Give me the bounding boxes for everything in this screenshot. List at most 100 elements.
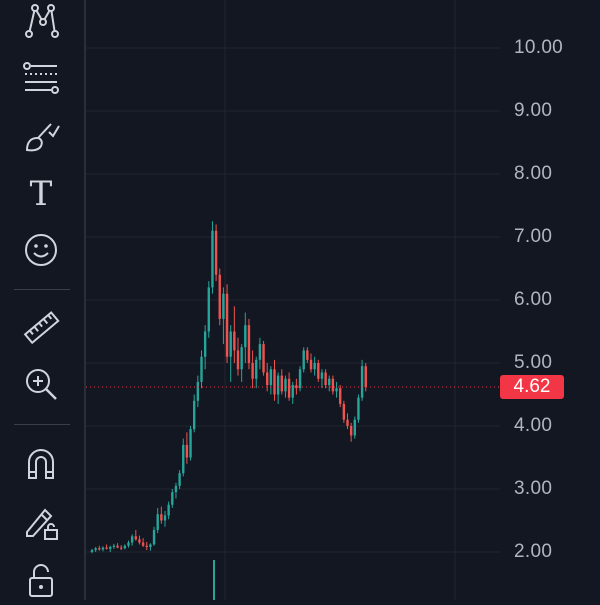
last-price-label: 4.62 xyxy=(500,374,564,399)
candle-body xyxy=(233,331,236,351)
candle xyxy=(214,224,218,282)
candle-body xyxy=(185,444,189,458)
candle xyxy=(167,501,170,520)
chart-pane[interactable] xyxy=(86,0,500,600)
price-axis[interactable]: 10.00 9.00 8.00 7.00 6.00 5.00 4.00 3.00 2.00 xyxy=(500,0,600,600)
candle xyxy=(357,394,360,423)
toolbar-separator xyxy=(14,424,70,425)
price-tick-label: 7.00 xyxy=(514,226,553,247)
candle xyxy=(302,347,305,373)
candle xyxy=(331,375,335,395)
candle-body xyxy=(240,347,243,370)
candle-body xyxy=(222,293,225,319)
magnet-icon xyxy=(28,449,54,479)
fib-retracement-icon xyxy=(23,62,59,94)
measure-tool-button[interactable] xyxy=(19,306,63,350)
candle xyxy=(251,350,254,389)
candle xyxy=(313,356,316,376)
candle xyxy=(240,344,243,382)
candle-body xyxy=(149,544,152,547)
candle-body xyxy=(269,369,273,386)
zoom-in-tool-button[interactable] xyxy=(19,362,63,406)
toolbar-divider xyxy=(84,0,86,600)
candle-body xyxy=(193,400,196,430)
candle xyxy=(360,359,364,401)
candle-body xyxy=(244,325,247,348)
candle-body xyxy=(342,403,346,420)
candle-body xyxy=(339,388,342,404)
candle-body xyxy=(251,363,254,379)
candle xyxy=(353,416,356,439)
candle xyxy=(266,363,269,392)
candle-body xyxy=(229,331,232,357)
candle xyxy=(101,546,105,552)
candle xyxy=(346,413,349,430)
candlestick-chart xyxy=(86,0,500,600)
price-tick-label: 10.00 xyxy=(514,37,564,58)
candle xyxy=(324,369,327,389)
candle-body xyxy=(317,363,320,379)
emoji-icon xyxy=(25,234,57,266)
volume-bar xyxy=(213,560,215,600)
candle xyxy=(160,506,163,524)
candle-body xyxy=(156,514,159,530)
candle xyxy=(193,394,196,433)
icons-tool-button[interactable] xyxy=(19,228,63,272)
candle-body xyxy=(357,397,360,420)
candle-body xyxy=(120,547,123,549)
ruler-icon xyxy=(23,311,60,345)
candle xyxy=(339,385,342,408)
text-tool-button[interactable]: T xyxy=(19,172,63,216)
candle-body xyxy=(309,359,313,370)
candle-body xyxy=(138,539,141,543)
magnet-tool-button[interactable] xyxy=(19,442,63,486)
candle xyxy=(120,545,123,551)
candle xyxy=(94,546,97,552)
candle-body xyxy=(320,372,324,379)
candle-body xyxy=(211,230,214,288)
text-tool-icon: T xyxy=(29,174,53,214)
candle-body xyxy=(298,369,302,389)
candle-body xyxy=(331,378,335,392)
candle-body xyxy=(116,545,119,548)
candle xyxy=(244,312,247,363)
patterns-tool-button[interactable] xyxy=(19,0,63,44)
candle xyxy=(163,511,167,527)
candle-body xyxy=(130,536,134,543)
toolbar-separator xyxy=(14,289,70,290)
candle xyxy=(174,482,178,499)
candle xyxy=(298,366,302,392)
candle xyxy=(152,526,156,546)
lock-drawings-tool-button[interactable] xyxy=(19,500,63,544)
price-tick-label: 4.00 xyxy=(514,415,553,436)
price-tick-label: 9.00 xyxy=(514,100,553,121)
candle-body xyxy=(90,550,94,552)
candle-body xyxy=(127,542,130,546)
candle xyxy=(273,359,276,401)
brush-icon xyxy=(25,123,60,152)
candle xyxy=(138,535,141,545)
price-tick-label: 3.00 xyxy=(514,478,553,499)
candle-body xyxy=(255,359,258,379)
candle-body xyxy=(335,388,338,392)
candle xyxy=(269,366,273,395)
candle xyxy=(287,372,291,401)
candle xyxy=(320,369,324,389)
brush-tool-button[interactable] xyxy=(19,114,63,158)
candle xyxy=(123,544,127,550)
candle xyxy=(145,541,148,551)
candle xyxy=(295,378,298,395)
candle xyxy=(90,548,94,554)
fib-retracement-tool-button[interactable] xyxy=(19,56,63,100)
candle xyxy=(178,470,181,489)
candle xyxy=(149,543,152,551)
lock-all-tool-button[interactable] xyxy=(19,558,63,602)
candle xyxy=(222,287,225,345)
candle-body xyxy=(266,372,269,386)
candle xyxy=(171,489,174,508)
candle-body xyxy=(174,485,178,493)
candle xyxy=(130,534,134,546)
candle-body xyxy=(295,385,298,389)
candle xyxy=(284,375,287,398)
candle-body xyxy=(328,378,331,386)
